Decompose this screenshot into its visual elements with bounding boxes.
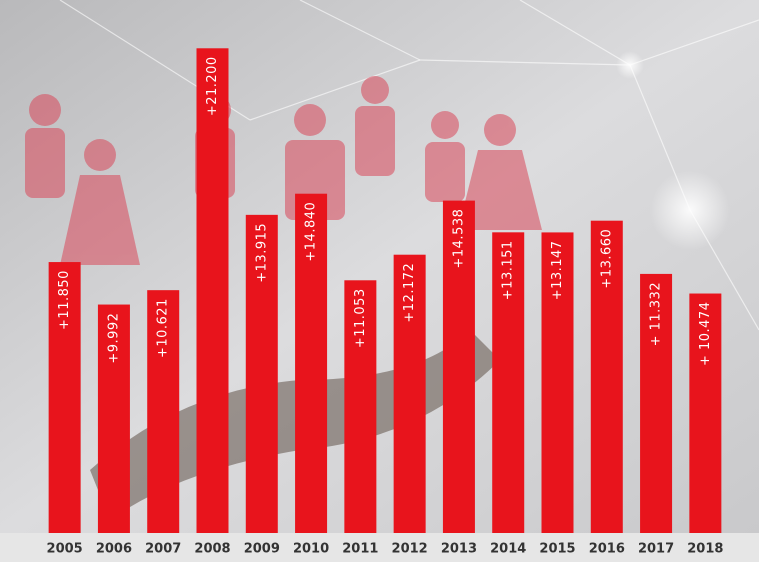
value-label: +13.151 — [501, 240, 516, 300]
x-tick-label: 2008 — [194, 542, 230, 557]
value-label: +12.172 — [402, 263, 417, 323]
value-label: +11.850 — [57, 270, 72, 330]
bar — [492, 232, 525, 533]
value-label: +9.992 — [106, 313, 121, 364]
x-tick-label: 2011 — [342, 542, 378, 557]
x-tick-label: 2015 — [539, 542, 575, 557]
bar — [393, 254, 426, 534]
value-label: +11.053 — [353, 288, 368, 348]
value-label: + 10.474 — [698, 302, 713, 367]
bar — [541, 232, 574, 533]
bar — [590, 220, 623, 533]
value-label: +14.840 — [304, 202, 319, 262]
x-tick-label: 2014 — [490, 542, 526, 557]
bar — [640, 273, 673, 533]
x-tick-label: 2012 — [392, 542, 428, 557]
x-tick-label: 2018 — [687, 542, 723, 557]
bar — [245, 214, 278, 534]
value-label: +21.200 — [205, 56, 220, 116]
x-tick-label: 2009 — [244, 542, 280, 557]
value-label: +13.147 — [550, 240, 565, 300]
bar — [344, 280, 377, 533]
x-tick-label: 2007 — [145, 542, 181, 557]
value-label: + 11.332 — [649, 282, 664, 347]
value-label: +14.538 — [451, 209, 466, 269]
x-tick-label: 2010 — [293, 542, 329, 557]
value-label: +13.915 — [254, 223, 269, 283]
value-label: +10.621 — [156, 298, 171, 358]
glow — [616, 51, 644, 79]
bar — [196, 48, 229, 534]
network-lines — [59, 0, 759, 331]
bar — [48, 262, 81, 533]
x-tick-label: 2006 — [96, 542, 132, 557]
value-label: +13.660 — [599, 229, 614, 289]
x-tick-label: 2005 — [47, 542, 83, 557]
bar — [295, 193, 328, 533]
x-tick-label: 2016 — [589, 542, 625, 557]
x-tick-label: 2013 — [441, 542, 477, 557]
glow — [650, 170, 730, 250]
bar — [147, 290, 180, 533]
bar — [97, 304, 130, 533]
x-tick-label: 2017 — [638, 542, 674, 557]
bar — [442, 200, 475, 533]
footer-strip — [0, 533, 759, 562]
bar — [689, 293, 722, 533]
